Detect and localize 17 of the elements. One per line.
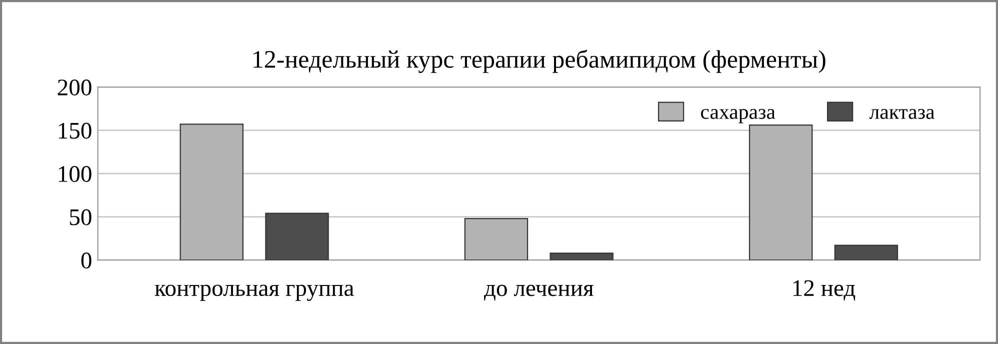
x-tick-label: 12 нед [793, 280, 856, 300]
bar [265, 212, 329, 260]
y-tick-label: 0 [81, 252, 92, 268]
legend-label: лактаза [869, 108, 935, 119]
y-tick-label: 150 [58, 122, 92, 139]
bar [834, 244, 898, 260]
legend-label: сахараза [701, 108, 776, 124]
bar [748, 124, 813, 260]
x-tick-label: до лечения [484, 284, 594, 300]
x-tick-label: контрольная группа [154, 284, 354, 301]
y-tick-label: 50 [70, 209, 92, 226]
y-tick-label: 100 [58, 166, 92, 182]
bar [180, 124, 244, 260]
bar [550, 252, 614, 260]
bar [464, 218, 528, 260]
chart-title: 12-недельный курс терапии ребамипидом (ферменты) [254, 50, 826, 73]
y-tick-label: 200 [58, 80, 92, 96]
